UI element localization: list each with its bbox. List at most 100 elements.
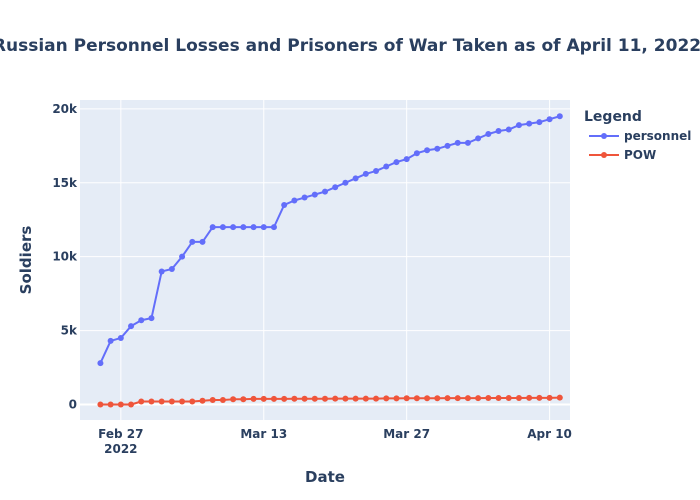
data-point xyxy=(536,119,543,126)
data-point xyxy=(97,360,104,367)
data-point xyxy=(475,135,482,142)
data-point xyxy=(311,191,318,198)
data-point xyxy=(250,224,257,231)
data-point xyxy=(230,224,237,231)
data-point xyxy=(332,184,339,191)
legend-label: POW xyxy=(624,148,656,162)
legend-item-personnel[interactable]: personnel xyxy=(589,129,691,143)
data-point xyxy=(281,201,288,208)
data-point xyxy=(291,197,298,204)
data-point xyxy=(138,398,145,405)
data-point xyxy=(168,398,175,405)
data-point xyxy=(209,224,216,231)
data-point xyxy=(219,224,226,231)
data-point xyxy=(556,113,563,120)
data-point xyxy=(311,395,318,402)
data-point xyxy=(403,156,410,163)
plot-area xyxy=(80,100,570,420)
data-point xyxy=(413,395,420,402)
legend-swatch-marker xyxy=(601,152,607,158)
data-point xyxy=(332,395,339,402)
legend-items[interactable]: personnel POW xyxy=(589,129,691,162)
data-point xyxy=(219,397,226,404)
data-point xyxy=(179,398,186,405)
data-point xyxy=(352,175,359,182)
x-gridlines xyxy=(120,100,551,420)
x-axis-title: Date xyxy=(305,468,345,486)
legend: Legend personnel POW xyxy=(584,109,691,162)
data-point xyxy=(117,401,124,408)
data-point xyxy=(342,179,349,186)
data-point xyxy=(556,394,563,401)
x-tick-label: Apr 10 xyxy=(527,427,572,441)
data-point xyxy=(454,139,461,146)
series-line xyxy=(100,396,560,406)
data-point xyxy=(301,395,308,402)
data-point xyxy=(373,167,380,174)
data-point xyxy=(240,224,247,231)
x-tick-label: Mar 13 xyxy=(240,427,287,441)
data-point xyxy=(434,145,441,152)
data-point xyxy=(526,120,533,127)
data-point xyxy=(475,395,482,402)
data-point xyxy=(281,395,288,402)
x-tick-label: Mar 27 xyxy=(383,427,430,441)
data-point xyxy=(291,395,298,402)
y-gridlines xyxy=(80,108,570,406)
data-point xyxy=(322,188,328,195)
legend-title: Legend xyxy=(584,109,642,125)
data-point xyxy=(546,116,553,123)
data-point xyxy=(107,401,114,408)
x-tick-label: Feb 27 xyxy=(98,427,143,441)
data-point xyxy=(444,142,451,149)
data-point xyxy=(342,395,349,402)
data-point xyxy=(454,395,461,402)
series-line xyxy=(99,115,561,364)
y-tick-label: 10k xyxy=(52,250,78,264)
data-point xyxy=(444,395,451,402)
data-point xyxy=(179,253,186,260)
data-point xyxy=(515,122,522,129)
chart-title: Russian Personnel Losses and Prisoners o… xyxy=(0,36,700,56)
series-layer xyxy=(97,113,563,408)
y-axis-title: Soldiers xyxy=(17,226,35,295)
data-point xyxy=(199,397,206,404)
data-point xyxy=(373,395,380,402)
data-point xyxy=(362,395,369,402)
data-point xyxy=(393,159,400,166)
data-point xyxy=(250,395,257,402)
data-point xyxy=(424,395,431,402)
data-point xyxy=(138,317,145,324)
y-axis-ticks: 0 5k 10k 15k 20k xyxy=(52,102,78,412)
data-point xyxy=(413,150,420,157)
data-point xyxy=(209,397,216,404)
y-tick-label: 5k xyxy=(61,324,78,338)
legend-item-POW[interactable]: POW xyxy=(589,148,656,162)
data-point xyxy=(546,394,553,401)
data-point xyxy=(403,395,410,402)
data-point xyxy=(352,395,359,402)
series-personnel xyxy=(97,113,563,367)
data-point xyxy=(434,395,441,402)
data-point xyxy=(148,315,155,322)
y-tick-label: 0 xyxy=(69,397,77,411)
data-point xyxy=(128,401,135,408)
data-point xyxy=(260,395,267,402)
data-point xyxy=(464,395,471,402)
legend-swatch-marker xyxy=(601,133,607,139)
x-tick-sublabel: 2022 xyxy=(104,442,137,456)
y-tick-label: 20k xyxy=(52,102,78,116)
data-point xyxy=(424,147,431,154)
data-point xyxy=(495,394,502,401)
legend-label: personnel xyxy=(624,129,691,143)
data-point xyxy=(515,394,522,401)
data-point xyxy=(97,401,104,408)
data-point xyxy=(393,395,400,402)
data-point xyxy=(485,130,492,137)
data-point xyxy=(189,238,196,245)
data-point xyxy=(383,163,390,170)
y-tick-label: 15k xyxy=(52,176,78,190)
data-point xyxy=(485,394,492,401)
